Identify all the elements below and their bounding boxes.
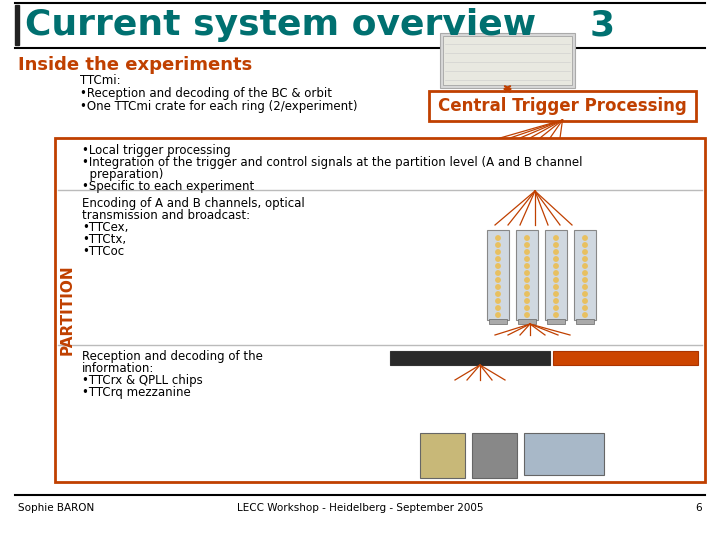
- Circle shape: [582, 278, 588, 282]
- Circle shape: [525, 257, 529, 261]
- Circle shape: [582, 257, 588, 261]
- Text: Inside the experiments: Inside the experiments: [18, 56, 252, 74]
- Bar: [472, 433, 517, 478]
- Text: 3: 3: [590, 8, 615, 42]
- Bar: [487, 230, 509, 320]
- Text: 6: 6: [696, 503, 702, 513]
- Circle shape: [525, 271, 529, 275]
- Circle shape: [554, 250, 558, 254]
- Circle shape: [554, 285, 558, 289]
- Text: Reception and decoding of the: Reception and decoding of the: [82, 350, 263, 363]
- Text: preparation): preparation): [82, 168, 163, 181]
- Bar: [545, 230, 567, 320]
- Circle shape: [582, 313, 588, 317]
- Text: •TTCrx & QPLL chips: •TTCrx & QPLL chips: [82, 374, 203, 387]
- Text: •TTCoc: •TTCoc: [82, 245, 124, 258]
- Bar: [524, 433, 604, 475]
- Circle shape: [554, 236, 558, 240]
- Circle shape: [496, 243, 500, 247]
- Circle shape: [496, 257, 500, 261]
- Circle shape: [554, 243, 558, 247]
- Circle shape: [525, 236, 529, 240]
- Circle shape: [582, 264, 588, 268]
- Text: •Integration of the trigger and control signals at the partition level (A and B : •Integration of the trigger and control …: [82, 156, 582, 169]
- Text: Current system overview: Current system overview: [25, 8, 536, 42]
- Circle shape: [582, 250, 588, 254]
- Circle shape: [496, 264, 500, 268]
- Bar: [390, 351, 550, 365]
- Bar: [516, 230, 538, 320]
- Circle shape: [496, 306, 500, 310]
- Text: •One TTCmi crate for each ring (2/experiment): •One TTCmi crate for each ring (2/experi…: [80, 100, 358, 113]
- Bar: [443, 36, 572, 85]
- Circle shape: [525, 278, 529, 282]
- Text: •Reception and decoding of the BC & orbit: •Reception and decoding of the BC & orbi…: [80, 87, 332, 100]
- Circle shape: [554, 278, 558, 282]
- Circle shape: [525, 250, 529, 254]
- Bar: [15, 5, 19, 45]
- Bar: [576, 319, 594, 324]
- Circle shape: [554, 271, 558, 275]
- Circle shape: [554, 292, 558, 296]
- Bar: [489, 319, 507, 324]
- Circle shape: [582, 292, 588, 296]
- Circle shape: [496, 313, 500, 317]
- Text: •Specific to each experiment: •Specific to each experiment: [82, 180, 254, 193]
- Circle shape: [496, 250, 500, 254]
- Circle shape: [554, 313, 558, 317]
- Circle shape: [525, 306, 529, 310]
- Circle shape: [554, 306, 558, 310]
- Circle shape: [582, 243, 588, 247]
- Text: •TTCtx,: •TTCtx,: [82, 233, 126, 246]
- Text: information:: information:: [82, 362, 154, 375]
- Text: Central Trigger Processing: Central Trigger Processing: [438, 97, 687, 115]
- Circle shape: [525, 264, 529, 268]
- Circle shape: [525, 313, 529, 317]
- Text: Sophie BARON: Sophie BARON: [18, 503, 94, 513]
- Circle shape: [525, 299, 529, 303]
- Bar: [55, 138, 705, 482]
- Bar: [440, 33, 575, 88]
- Circle shape: [496, 292, 500, 296]
- Circle shape: [525, 285, 529, 289]
- Circle shape: [525, 292, 529, 296]
- Circle shape: [582, 306, 588, 310]
- Circle shape: [496, 285, 500, 289]
- Text: TTCmi:: TTCmi:: [80, 74, 121, 87]
- Circle shape: [496, 278, 500, 282]
- Text: PARTITION: PARTITION: [60, 265, 74, 355]
- Text: LECC Workshop - Heidelberg - September 2005: LECC Workshop - Heidelberg - September 2…: [237, 503, 483, 513]
- Circle shape: [582, 271, 588, 275]
- Bar: [547, 319, 565, 324]
- Circle shape: [496, 236, 500, 240]
- Text: transmission and broadcast:: transmission and broadcast:: [82, 209, 250, 222]
- Circle shape: [582, 299, 588, 303]
- Text: •TTCrq mezzanine: •TTCrq mezzanine: [82, 386, 191, 399]
- FancyBboxPatch shape: [429, 91, 696, 121]
- Circle shape: [496, 271, 500, 275]
- Bar: [420, 433, 465, 478]
- Circle shape: [554, 257, 558, 261]
- Circle shape: [582, 236, 588, 240]
- Bar: [574, 230, 596, 320]
- Text: Encoding of A and B channels, optical: Encoding of A and B channels, optical: [82, 197, 305, 210]
- Circle shape: [554, 264, 558, 268]
- Circle shape: [582, 285, 588, 289]
- Text: •Local trigger processing: •Local trigger processing: [82, 144, 230, 157]
- Bar: [518, 319, 536, 324]
- Circle shape: [525, 243, 529, 247]
- Circle shape: [496, 299, 500, 303]
- Bar: [553, 351, 698, 365]
- Circle shape: [554, 299, 558, 303]
- Text: •TTCex,: •TTCex,: [82, 221, 128, 234]
